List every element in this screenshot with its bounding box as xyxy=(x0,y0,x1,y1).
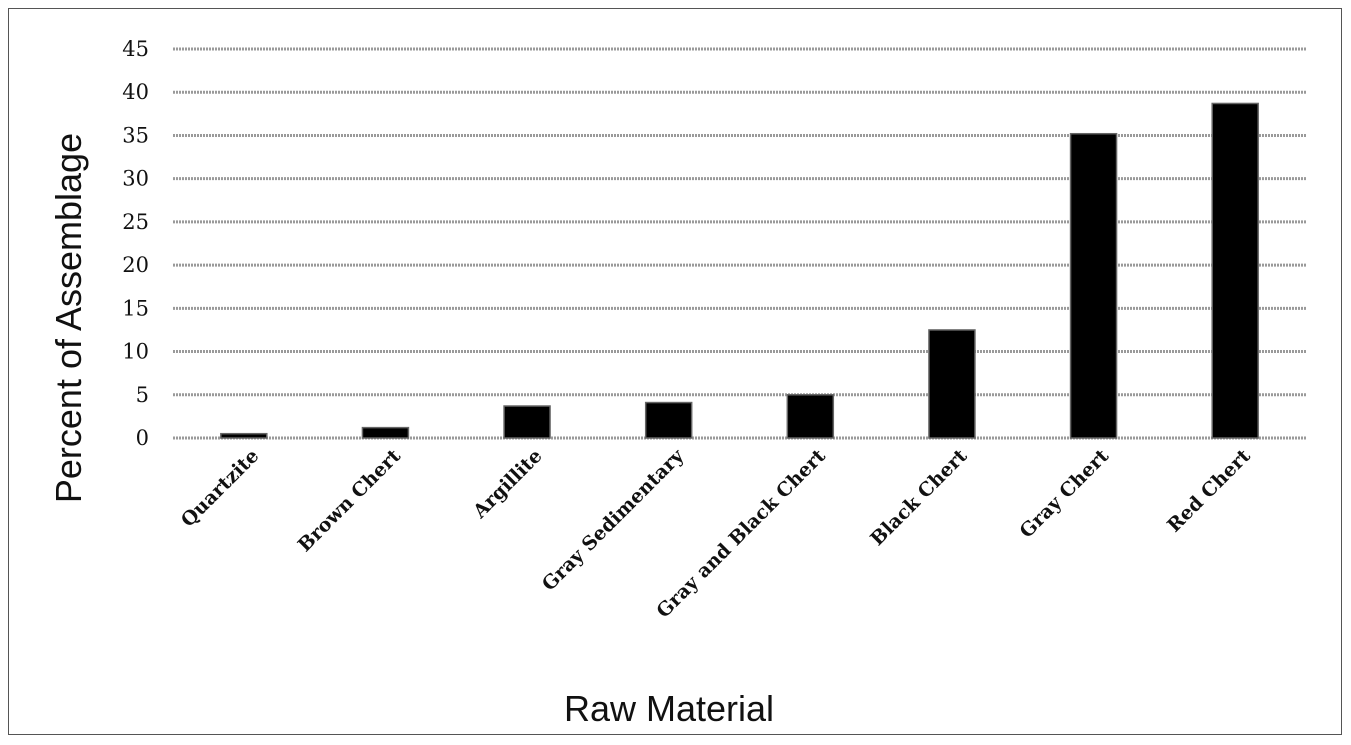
bar-chart: 0 5 10 15 20 25 30 35 40 45 Quartzite Brown Chert A… xyxy=(48,37,1306,729)
bar xyxy=(928,329,976,439)
chart-frame: 0 5 10 15 20 25 30 35 40 45 Quartzite Brown Chert A… xyxy=(8,8,1342,735)
x-tick-label: Gray Sedimentary xyxy=(538,444,689,595)
x-tick-label: Quartzite xyxy=(177,445,264,532)
x-tick-label: Red Chert xyxy=(1163,445,1255,537)
y-tick-label: 10 xyxy=(122,340,149,364)
x-tick-label: Brown Chert xyxy=(294,445,405,556)
bar xyxy=(503,405,551,439)
bar xyxy=(644,401,693,439)
y-tick-labels: 0 5 10 15 20 25 30 35 40 45 xyxy=(122,37,149,450)
y-tick-label: 30 xyxy=(122,167,149,191)
y-tick-label: 35 xyxy=(122,123,149,147)
x-tick-label: Gray and Black Chert xyxy=(652,445,830,623)
y-axis-title: Percent of Assemblage xyxy=(48,133,89,503)
x-tick-label: Gray Chert xyxy=(1016,445,1114,543)
bar xyxy=(1211,102,1259,439)
bar xyxy=(1069,132,1118,439)
y-tick-label: 0 xyxy=(136,426,149,450)
y-tick-label: 20 xyxy=(122,253,149,277)
x-axis-title: Raw Material xyxy=(564,688,774,729)
x-tick-label: Argillite xyxy=(468,445,546,523)
bar xyxy=(220,432,268,439)
y-tick-label: 45 xyxy=(122,37,149,61)
y-tick-label: 15 xyxy=(122,296,149,320)
y-tick-label: 5 xyxy=(136,383,149,407)
y-tick-label: 25 xyxy=(122,210,149,234)
x-tick-label: Black Chert xyxy=(866,445,971,550)
y-tick-label: 40 xyxy=(122,80,149,104)
gridlines xyxy=(173,47,1306,440)
bar xyxy=(786,394,835,439)
bars xyxy=(220,102,1259,439)
bar xyxy=(361,426,410,439)
